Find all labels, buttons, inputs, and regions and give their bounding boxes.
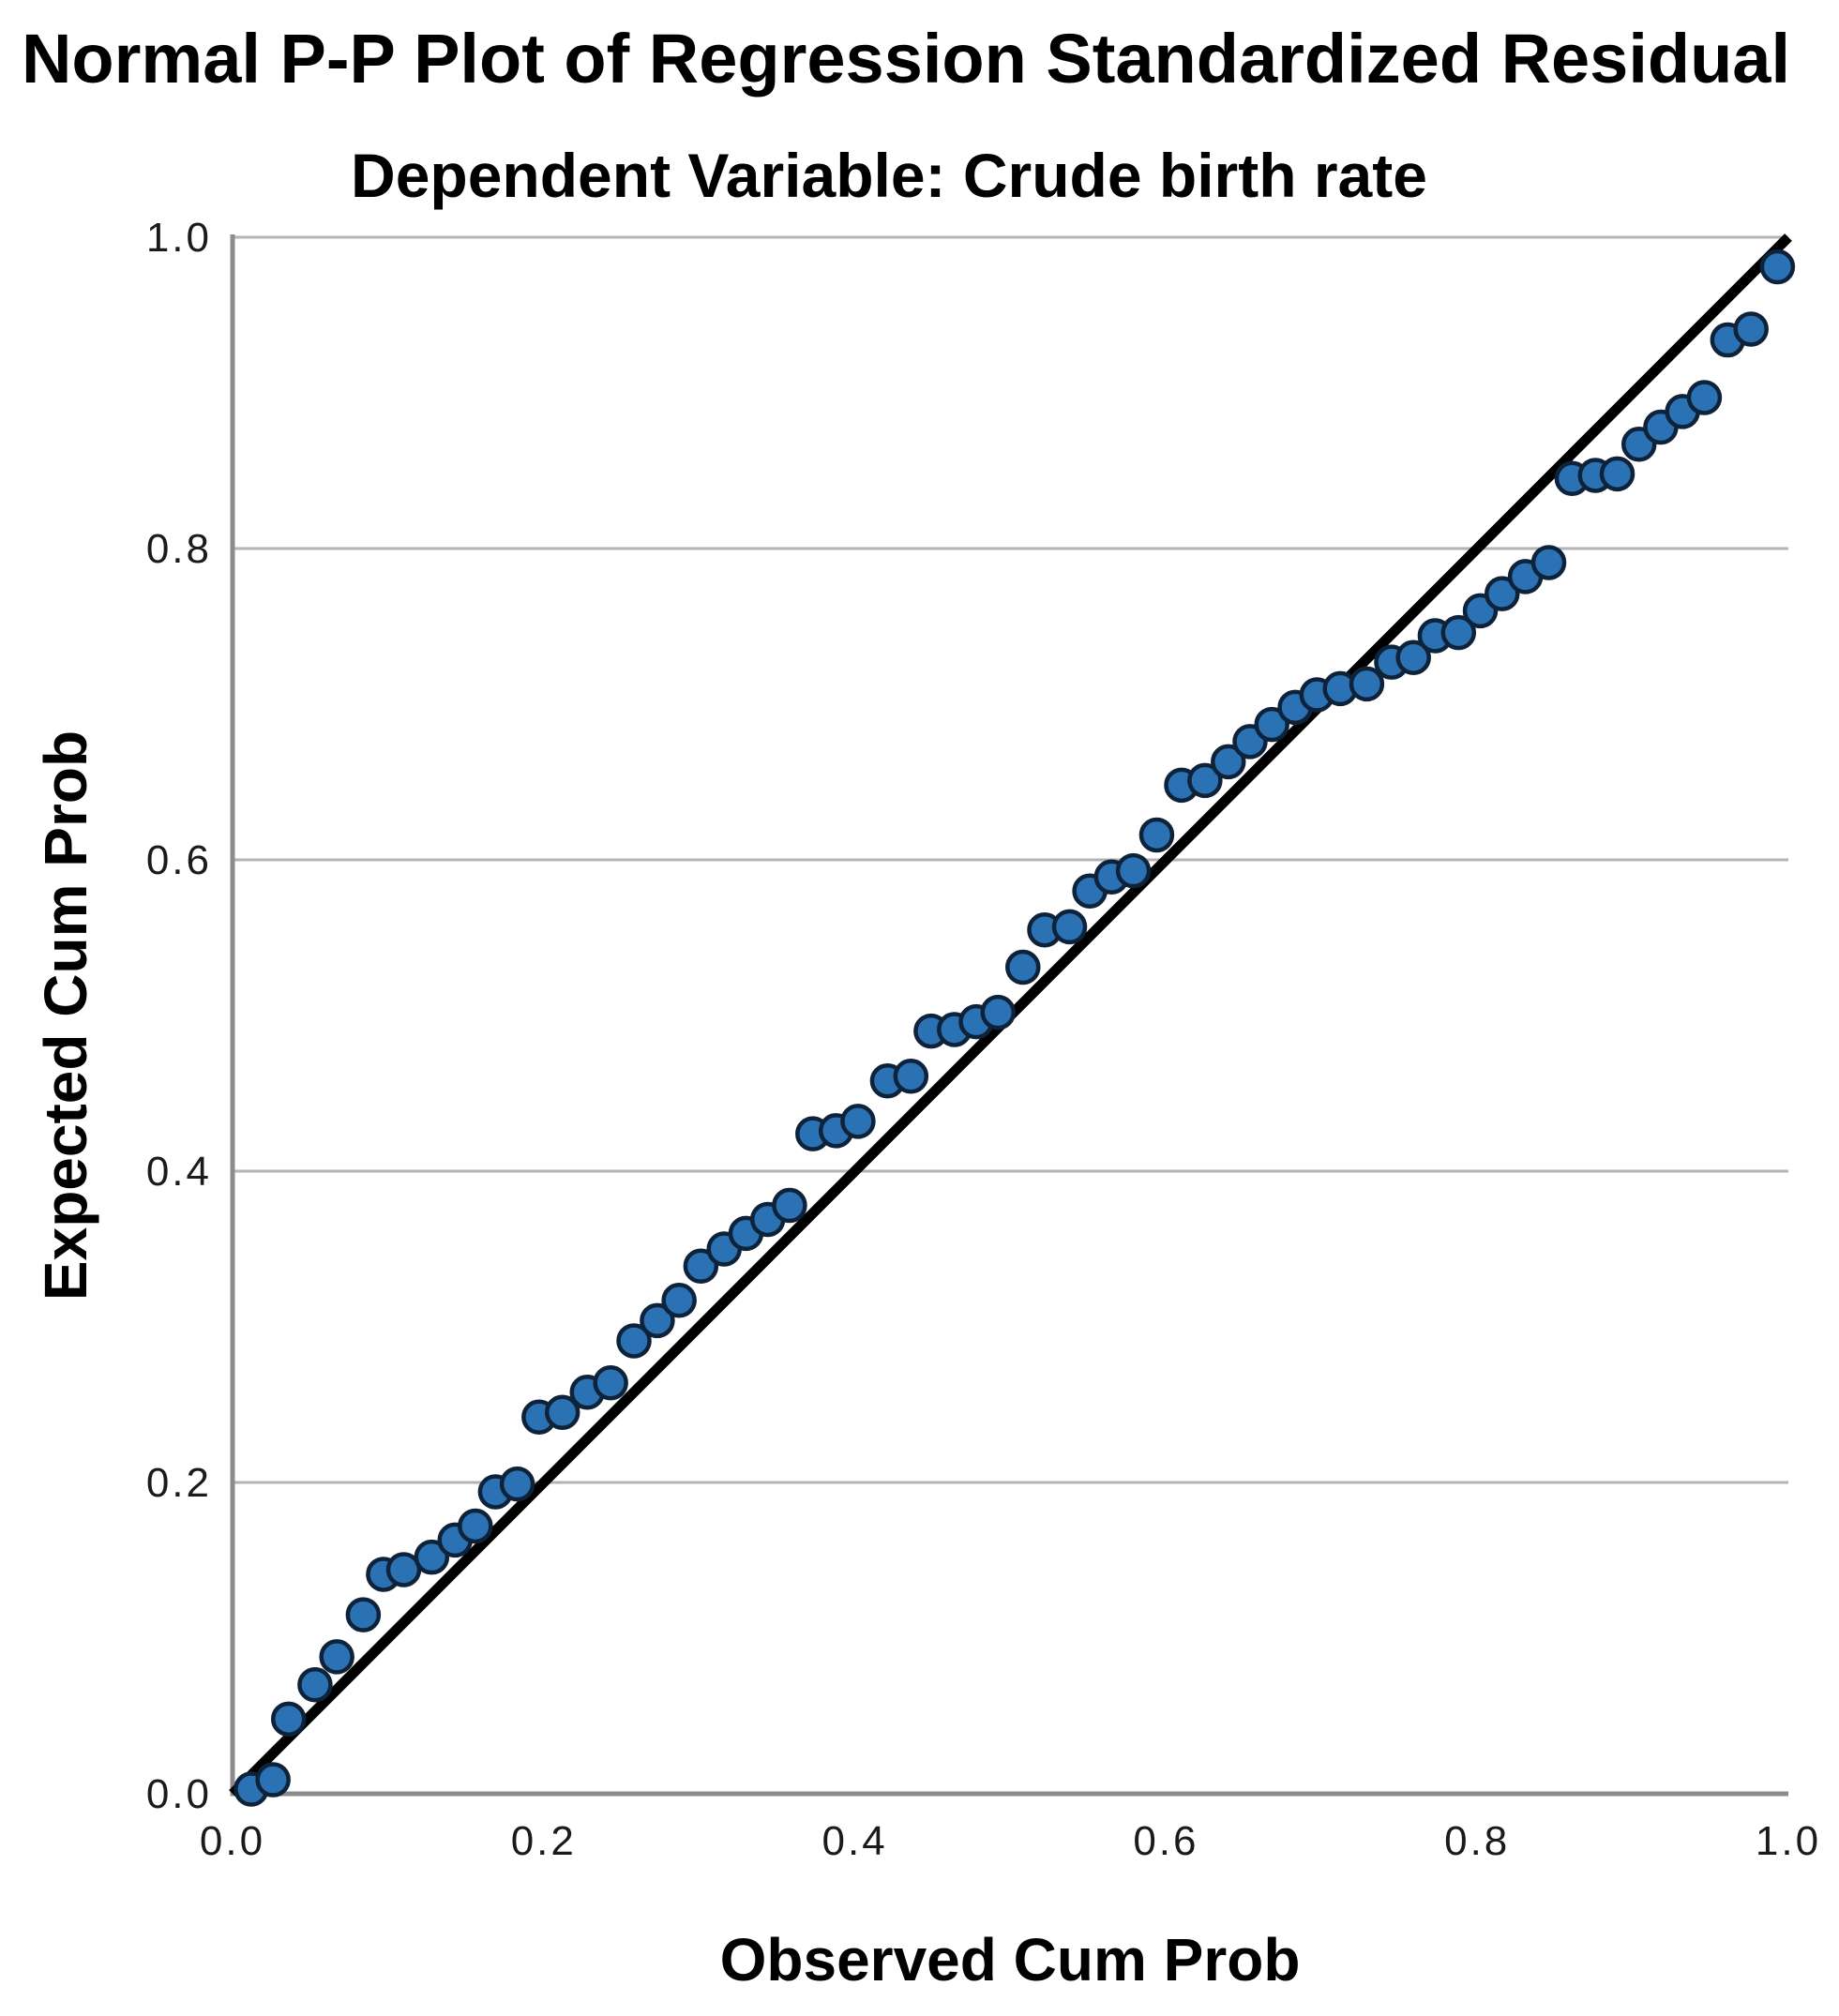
data-point: [1138, 817, 1175, 853]
x-axis-title: Observed Cum Prob: [720, 1926, 1301, 1993]
y-tick-label-1.0: 1.0: [146, 215, 212, 261]
data-point: [980, 994, 1016, 1031]
data-point: [499, 1466, 535, 1502]
data-point: [1005, 949, 1041, 985]
axes: [230, 234, 1788, 1797]
data-point: [683, 1248, 719, 1285]
scatter-points: [234, 248, 1796, 1807]
chart-subtitle: Dependent Variable: Crude birth rate: [351, 141, 1427, 210]
x-tick-label-0.8: 0.8: [1444, 1818, 1510, 1864]
data-point: [840, 1104, 876, 1139]
data-point: [1484, 576, 1520, 611]
x-tick-label-1.0: 1.0: [1756, 1818, 1821, 1864]
y-tick-label-0.2: 0.2: [146, 1460, 212, 1506]
data-point: [1211, 744, 1246, 780]
y-tick-labels: 0.0 0.2 0.4 0.6 0.8 1.0: [146, 215, 212, 1817]
data-point: [1733, 311, 1769, 347]
y-tick-label-0.8: 0.8: [146, 526, 212, 572]
data-point: [345, 1597, 382, 1632]
data-point: [414, 1539, 450, 1575]
data-point: [616, 1323, 652, 1359]
chart-title: Normal P-P Plot of Regression Standardiz…: [22, 20, 1790, 98]
y-tick-label-0.6: 0.6: [146, 837, 212, 883]
data-point: [297, 1667, 333, 1703]
data-point: [458, 1508, 493, 1544]
data-point: [385, 1552, 422, 1587]
x-tick-label-0.2: 0.2: [511, 1818, 577, 1864]
y-axis-title: Expected Cum Prob: [32, 730, 99, 1301]
data-point: [1530, 545, 1567, 580]
x-tick-labels: 0.0 0.2 0.4 0.6 0.8 1.0: [200, 1818, 1821, 1864]
data-point: [1599, 456, 1636, 492]
data-point: [319, 1639, 354, 1675]
data-point: [1254, 706, 1289, 743]
data-point: [772, 1187, 807, 1224]
x-tick-label-0.0: 0.0: [200, 1818, 265, 1864]
data-point: [640, 1302, 675, 1339]
data-point: [1759, 248, 1796, 285]
data-point: [544, 1394, 580, 1431]
y-tick-label-0.4: 0.4: [146, 1149, 212, 1195]
data-point: [593, 1365, 628, 1401]
data-point: [1440, 614, 1477, 651]
data-point: [270, 1701, 307, 1738]
data-point: [1187, 762, 1223, 799]
data-point: [1115, 852, 1152, 889]
data-point: [1395, 639, 1431, 675]
data-point: [1051, 909, 1088, 945]
x-tick-label-0.6: 0.6: [1133, 1818, 1198, 1864]
data-point: [661, 1283, 697, 1318]
x-tick-label-0.4: 0.4: [822, 1818, 888, 1864]
y-tick-label-0.0: 0.0: [146, 1771, 212, 1817]
gridlines: [233, 235, 1788, 1484]
data-point: [1349, 666, 1385, 702]
data-point: [255, 1762, 291, 1798]
data-point: [893, 1058, 929, 1094]
data-point: [1686, 380, 1723, 415]
